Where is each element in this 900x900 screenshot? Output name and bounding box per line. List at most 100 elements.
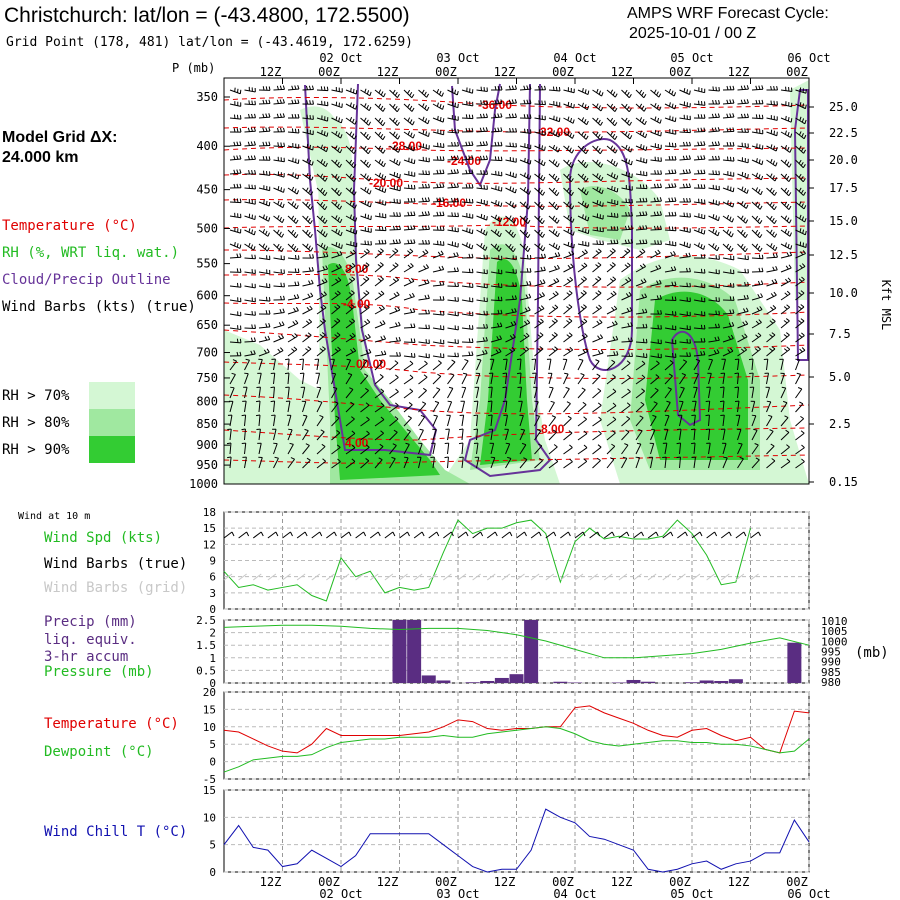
wind-barb [389, 145, 401, 153]
surface-wind-barb [501, 531, 513, 581]
surface-wind-barb [340, 531, 352, 581]
surface-wind-barb [384, 531, 396, 581]
wind-barb [273, 113, 285, 119]
y-tick-label: 5 [209, 839, 216, 852]
wind-barb [751, 99, 764, 105]
wind-barb [621, 416, 631, 427]
wind-barb [708, 199, 720, 206]
legend-precip-2: liq. equiv. [44, 632, 137, 648]
wind-chill-line [223, 808, 810, 873]
wind-barb [693, 227, 706, 235]
wind-barb [258, 127, 271, 133]
wind-barb [722, 243, 734, 252]
wind-barb [476, 155, 488, 161]
wind-barb [447, 101, 459, 109]
wind-barb [650, 279, 662, 287]
wind-barb [418, 143, 430, 150]
wind-barb [473, 442, 479, 455]
wind-barb [606, 226, 619, 231]
wind-barb [766, 129, 778, 137]
top-hour-label: 00Z [669, 65, 691, 79]
wind-barb [490, 243, 502, 252]
wind-barb [302, 279, 314, 287]
wind-barb [389, 360, 399, 371]
wind-barb [270, 400, 276, 413]
wind-barb [635, 323, 648, 329]
wind-barb [519, 128, 532, 134]
wind-barb [751, 457, 760, 469]
wind-barb [547, 372, 553, 385]
wind-barb [302, 201, 313, 210]
wind-barb [300, 386, 306, 399]
top-date-label: 06 Oct [787, 51, 830, 65]
wind-barb [258, 283, 271, 289]
wind-barb [679, 297, 691, 303]
wind-barb [244, 228, 256, 236]
height-tick-label: 22.5 [829, 126, 858, 140]
wind-barb [299, 372, 305, 385]
wind-barb [473, 400, 479, 413]
wind-barb [737, 229, 748, 239]
wind-barb [316, 415, 324, 427]
wind-barb [577, 318, 588, 329]
wind-barb [389, 306, 401, 315]
wind-barb [345, 358, 352, 371]
wind-barb [592, 373, 601, 385]
wind-barb [345, 304, 355, 315]
wind-barb [708, 214, 720, 222]
wind-barb [679, 386, 685, 399]
precip-bar [685, 682, 699, 683]
wind-barb [693, 87, 706, 94]
wind-barb [505, 157, 517, 163]
wind-barb [708, 336, 720, 343]
wind-barb [244, 297, 256, 303]
wind-barb [490, 141, 503, 147]
wind-barb [664, 266, 677, 273]
wind-barb [708, 358, 713, 371]
wind-barb [389, 239, 401, 245]
wind-barb [314, 358, 320, 371]
wind-barb [316, 144, 329, 153]
wind-barb [766, 229, 778, 238]
wind-barb [403, 374, 414, 385]
wind-barb [345, 416, 355, 427]
wind-barb [650, 387, 659, 399]
y-tick-label: 6 [209, 571, 216, 584]
wind-barb [795, 116, 807, 125]
wind-barb [563, 444, 573, 455]
surface-wind-barb [720, 531, 732, 581]
wind-barb [577, 416, 588, 427]
wind-barb [273, 347, 284, 357]
legend-rh80-swatch [89, 409, 135, 436]
wind-barb [316, 242, 329, 251]
wind-barb [722, 214, 735, 223]
wind-barb [374, 159, 386, 168]
wind-barb [302, 158, 314, 166]
wind-barb [360, 262, 370, 273]
wind-barb [273, 229, 285, 238]
wind-barb [229, 372, 236, 385]
wind-barb [459, 456, 464, 469]
wind-barb [577, 187, 589, 196]
wind-barb [505, 243, 516, 253]
y-tick-label: 0 [209, 677, 216, 690]
wind-barb [418, 89, 430, 98]
wind-barb [766, 400, 772, 413]
wind-barb [331, 130, 343, 139]
wind-barb [229, 242, 242, 249]
wind-barb [490, 255, 503, 261]
wind-barb [273, 186, 285, 193]
wind-barb [795, 228, 807, 236]
wind-barb [766, 144, 778, 152]
wind-barb [722, 322, 735, 329]
wind-barb [244, 100, 256, 106]
wind-barb [418, 264, 430, 273]
wind-barb [548, 86, 561, 92]
wind-barb [533, 386, 538, 399]
wind-barb [592, 290, 602, 301]
wind-barb [519, 428, 526, 441]
wind-barb [504, 428, 509, 441]
surface-wind-barb [589, 531, 601, 581]
wind-barb [780, 101, 793, 108]
wind-barb [488, 428, 494, 441]
